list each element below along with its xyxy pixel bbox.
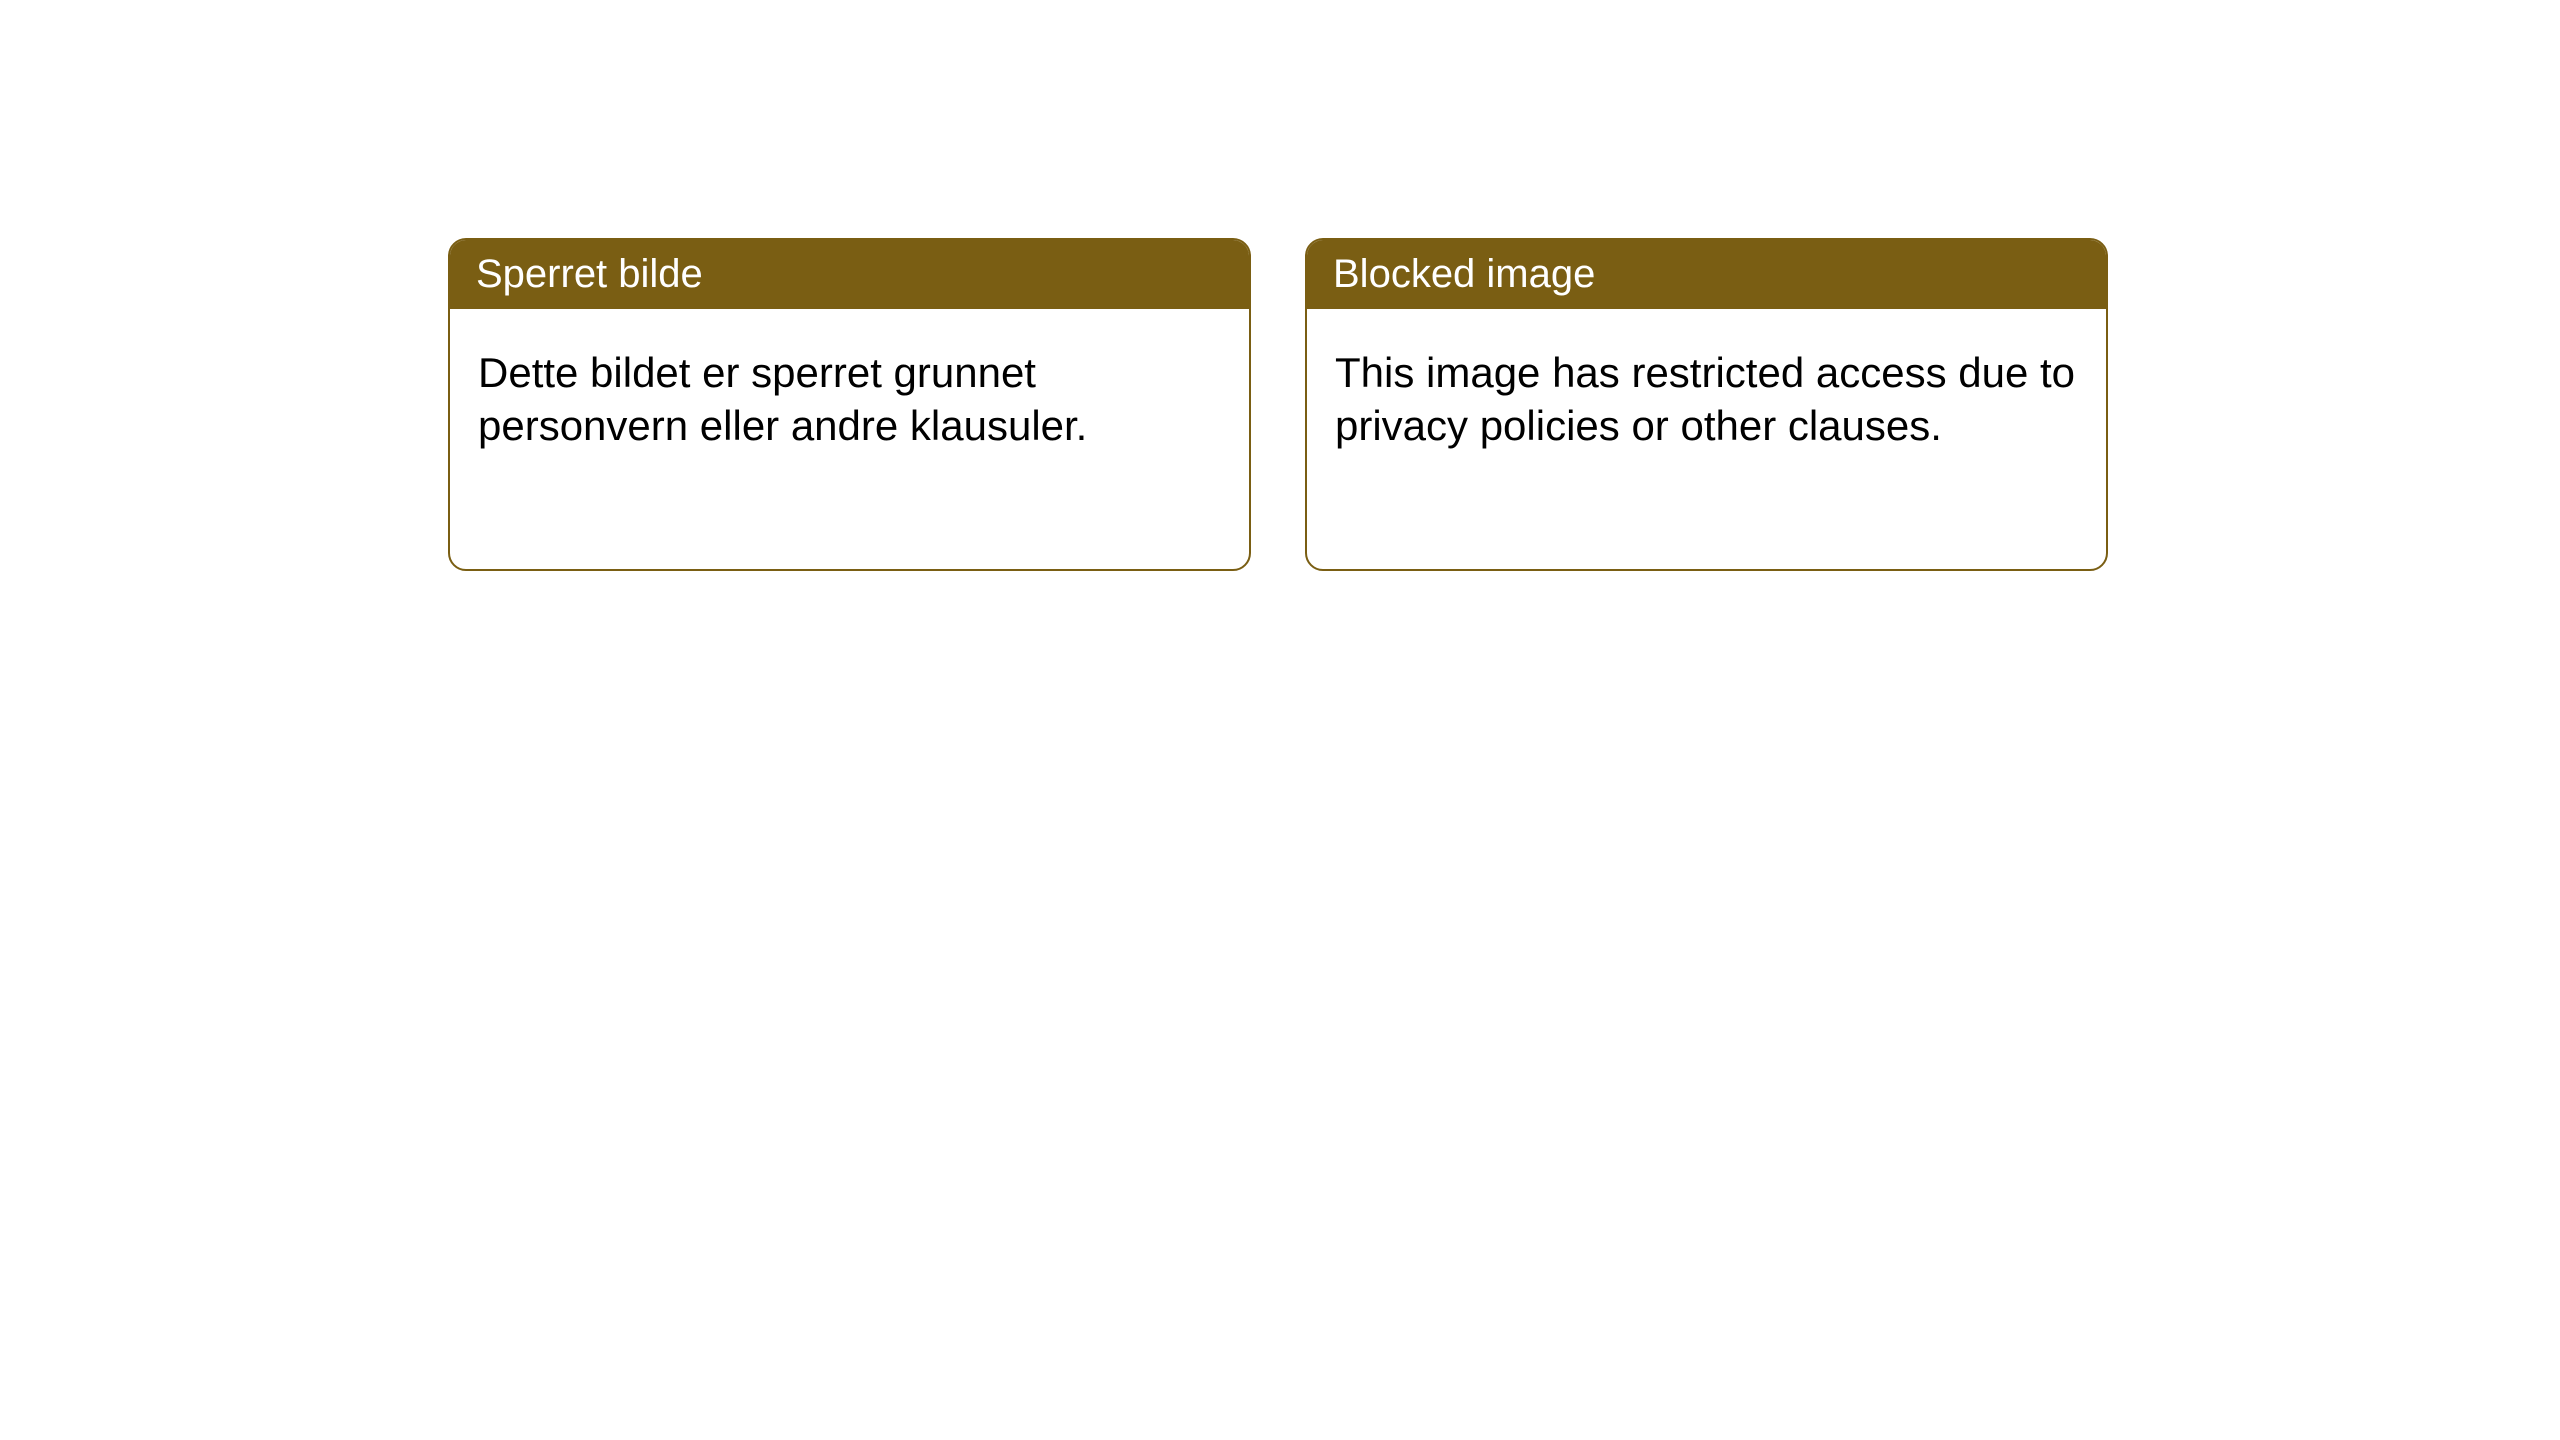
card-header-no: Sperret bilde [450, 240, 1249, 309]
blocked-image-card-no: Sperret bilde Dette bildet er sperret gr… [448, 238, 1251, 571]
card-title-no: Sperret bilde [476, 252, 703, 296]
card-message-no: Dette bildet er sperret grunnet personve… [478, 349, 1087, 449]
card-body-no: Dette bildet er sperret grunnet personve… [450, 309, 1249, 490]
notice-container: Sperret bilde Dette bildet er sperret gr… [448, 238, 2108, 571]
card-title-en: Blocked image [1333, 252, 1595, 296]
card-header-en: Blocked image [1307, 240, 2106, 309]
card-body-en: This image has restricted access due to … [1307, 309, 2106, 490]
card-message-en: This image has restricted access due to … [1335, 349, 2075, 449]
blocked-image-card-en: Blocked image This image has restricted … [1305, 238, 2108, 571]
